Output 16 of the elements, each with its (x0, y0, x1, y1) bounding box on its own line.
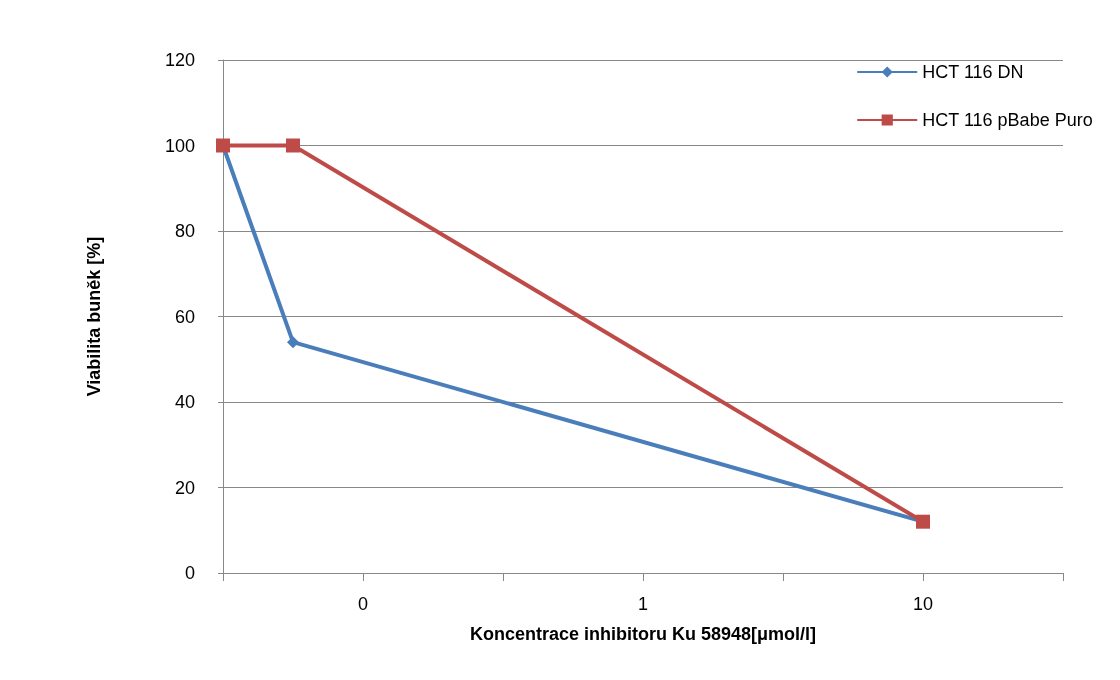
x-axis-title: Koncentrace inhibitoru Ku 58948[μmol/l] (469, 624, 817, 644)
x-tick-label: 1 (637, 594, 649, 614)
y-tick-label: 20 (174, 477, 195, 498)
y-tick-label: 120 (164, 50, 195, 70)
legend-label: HCT 116 pBabe Puro (922, 110, 1093, 130)
x-tick-label: 0 (357, 594, 369, 614)
x-tick-label: 10 (912, 594, 934, 614)
y-tick-label: 0 (184, 563, 195, 583)
point (286, 138, 300, 153)
y-tick-label: 80 (174, 221, 195, 241)
legend-label: HCT 116 DN (922, 62, 1024, 82)
y-tick-label: 40 (174, 392, 195, 412)
y-tick-label: 100 (164, 135, 195, 156)
point (287, 336, 299, 349)
y-axis-title: Viabilita buněk [%] (84, 236, 104, 397)
y-tick-label: 60 (174, 306, 195, 327)
